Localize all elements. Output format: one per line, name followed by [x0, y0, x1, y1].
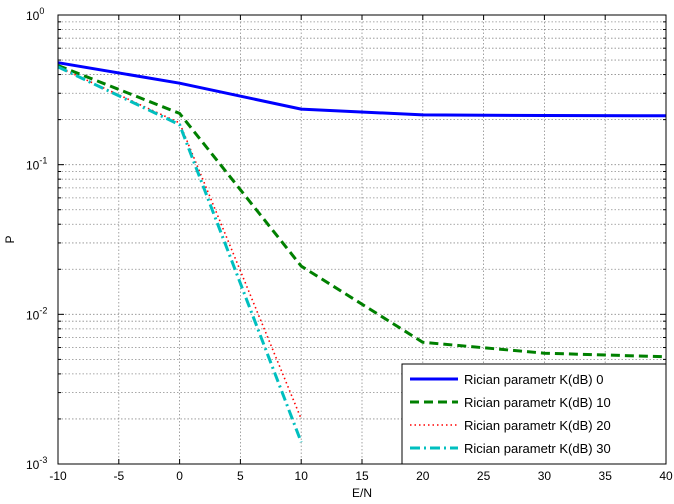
x-tick-label: -10 [49, 469, 67, 483]
series-line-2 [57, 66, 302, 420]
y-tick-label: 10-1 [26, 156, 47, 173]
legend-label-2: Rician parametr K(dB) 20 [464, 418, 611, 433]
y-axis-label: P [3, 235, 17, 243]
x-tick-label: 25 [477, 469, 491, 483]
series-layer [57, 61, 667, 443]
x-tick-label: 40 [659, 469, 673, 483]
y-tick-label: 10-3 [26, 455, 47, 472]
legend-label-3: Rician parametr K(dB) 30 [464, 441, 611, 456]
x-tick-label: 30 [538, 469, 552, 483]
x-tick-label: -5 [113, 469, 124, 483]
x-tick-label: 0 [176, 469, 183, 483]
x-tick-label: 10 [295, 469, 309, 483]
y-tick-label: 100 [26, 6, 44, 23]
legend-label-0: Rician parametr K(dB) 0 [464, 372, 603, 387]
x-tick-label: 15 [355, 469, 369, 483]
legend-label-1: Rician parametr K(dB) 10 [464, 395, 611, 410]
series-line-1 [57, 64, 667, 359]
x-tick-label: 35 [599, 469, 613, 483]
legend: Rician parametr K(dB) 0 Rician parametr K… [401, 363, 667, 465]
x-tick-label: 20 [416, 469, 430, 483]
series-line-3 [57, 65, 303, 443]
x-axis-label: E/N [352, 486, 372, 500]
ticks-layer: -10 -5 0 5 10 15 20 25 30 35 40 100 10-1 10-2 10-3 [26, 6, 673, 483]
x-tick-label: 5 [237, 469, 244, 483]
grid-layer [58, 15, 666, 464]
series-line-0 [57, 61, 667, 118]
y-tick-label: 10-2 [26, 305, 47, 322]
